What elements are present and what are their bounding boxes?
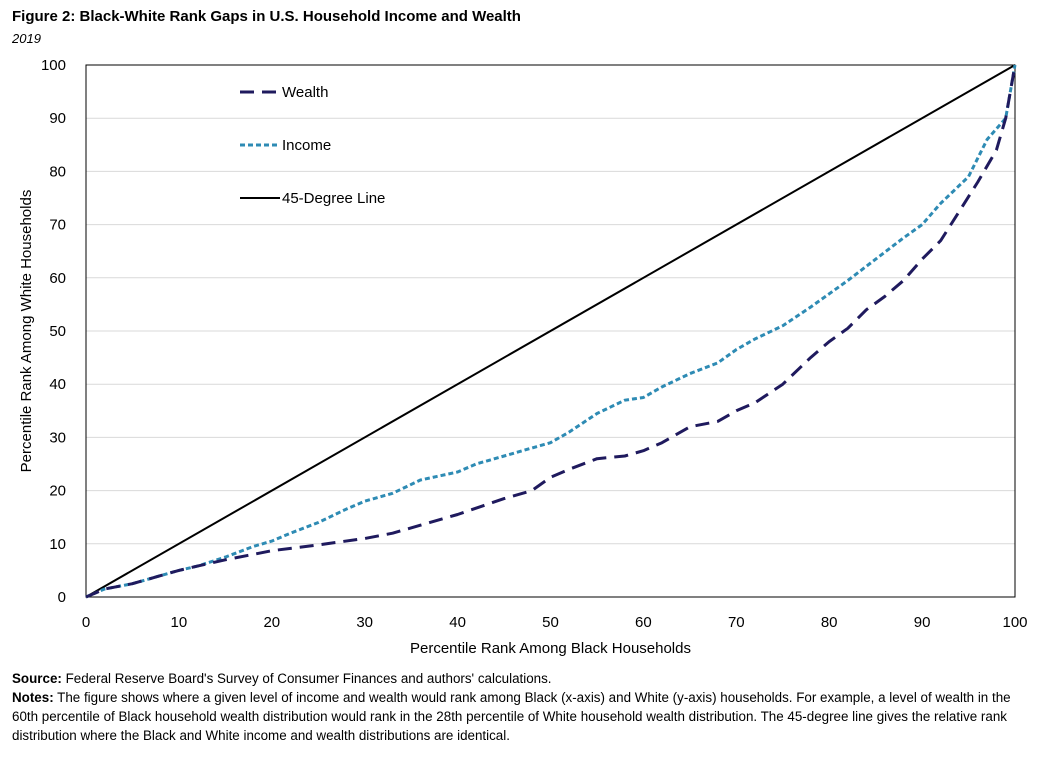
source-line: Source: Federal Reserve Board's Survey o… [12,669,1032,688]
y-tick-label: 40 [49,376,66,393]
y-tick-label: 0 [58,589,66,606]
series-line-wealth [85,64,1017,599]
x-tick-label: 100 [1002,614,1027,631]
notes-text: The figure shows where a given level of … [12,690,1011,743]
notes-label: Notes: [12,690,54,705]
series-lines [85,64,1017,599]
x-tick-label: 60 [635,614,652,631]
x-tick-label: 20 [263,614,280,631]
source-text: Federal Reserve Board's Survey of Consum… [65,671,552,686]
legend-label: Wealth [282,84,328,101]
x-tick-label: 30 [356,614,373,631]
x-tick-label: 80 [821,614,838,631]
x-tick-label: 90 [914,614,931,631]
legend-label: Income [282,137,331,154]
figure-subtitle: 2019 [12,31,41,46]
y-tick-label: 20 [49,483,66,500]
x-axis-label: Percentile Rank Among Black Households [410,640,691,657]
legend: Wealth Income 45-Degree Line [240,84,385,207]
y-tick-label: 30 [49,429,66,446]
line-chart: 0 10 20 30 40 50 60 70 80 90 100 0 10 20 30 40 50 60 70 80… [18,57,1028,657]
series-line-45-degree-line [85,64,1016,598]
y-tick-label: 90 [49,110,66,127]
figure-notes: Source: Federal Reserve Board's Survey o… [12,669,1032,745]
y-axis-ticks: 0 10 20 30 40 50 60 70 80 90 100 [41,57,66,606]
x-tick-label: 50 [542,614,559,631]
y-tick-label: 60 [49,270,66,287]
x-tick-label: 0 [82,614,90,631]
x-tick-label: 40 [449,614,466,631]
plot-area [85,64,1016,598]
y-tick-label: 100 [41,57,66,74]
notes-line: Notes: The figure shows where a given le… [12,688,1032,745]
y-tick-label: 80 [49,163,66,180]
y-tick-label: 70 [49,217,66,234]
gridlines [86,117,1015,545]
x-tick-label: 10 [171,614,188,631]
figure-title: Figure 2: Black-White Rank Gaps in U.S. … [12,8,521,25]
y-axis-label: Percentile Rank Among White Households [18,190,35,473]
series-line-income [85,64,1017,599]
y-tick-label: 10 [49,536,66,553]
source-label: Source: [12,671,62,686]
y-tick-label: 50 [49,323,66,340]
x-axis-ticks: 0 10 20 30 40 50 60 70 80 90 100 [82,614,1028,631]
x-tick-label: 70 [728,614,745,631]
legend-label: 45-Degree Line [282,190,385,207]
